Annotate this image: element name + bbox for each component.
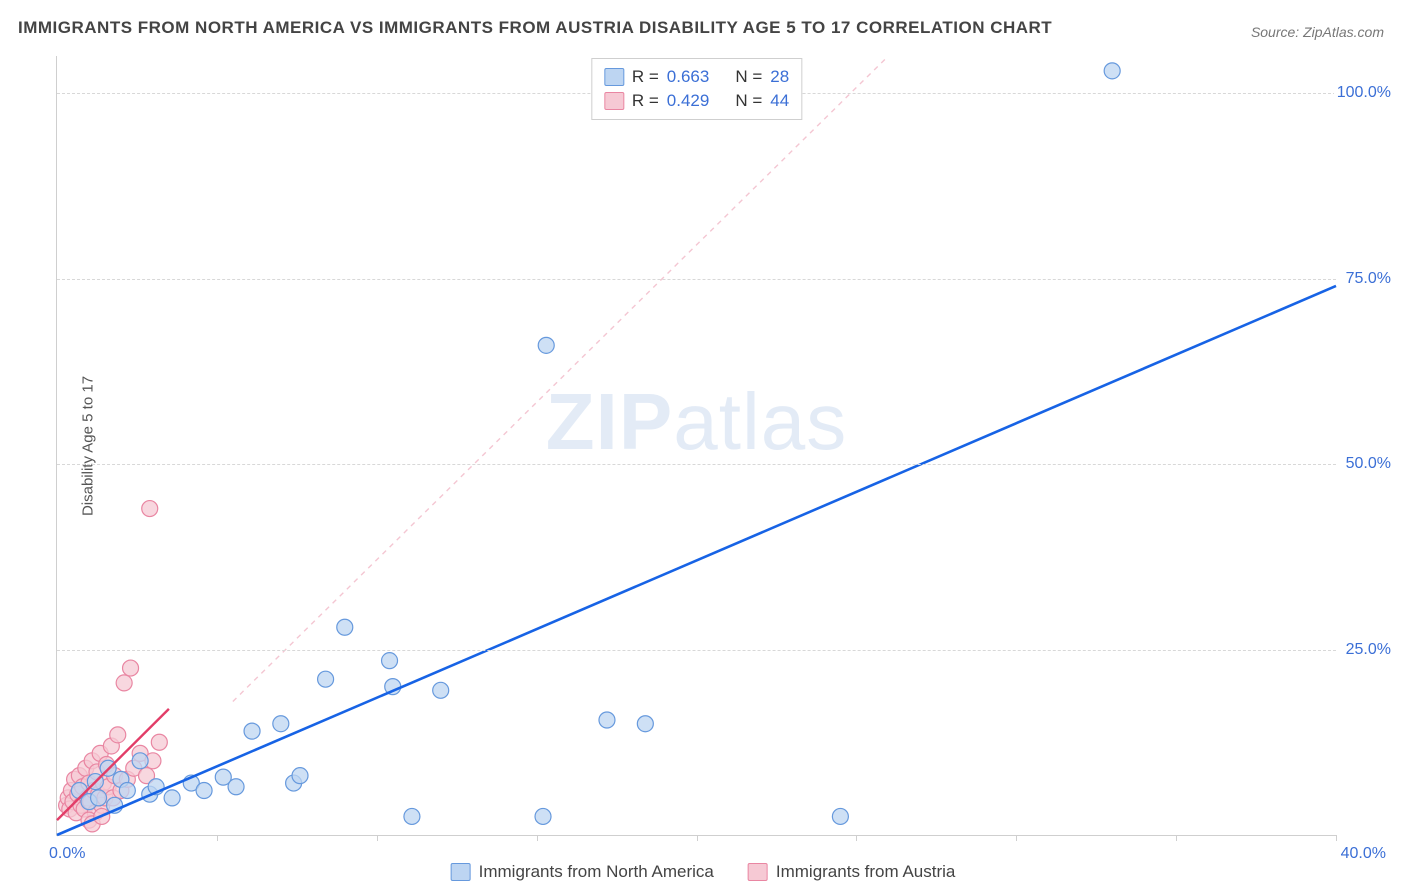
data-point-na (599, 712, 615, 728)
gridline (57, 464, 1336, 465)
swatch-au (604, 92, 624, 110)
x-origin-label: 0.0% (49, 845, 85, 863)
x-tick (1176, 835, 1177, 841)
plot-svg (57, 56, 1336, 835)
trend-line (233, 56, 888, 701)
source-credit: Source: ZipAtlas.com (1251, 24, 1384, 40)
swatch-na-bottom (451, 863, 471, 881)
series-label-na: Immigrants from North America (479, 862, 714, 882)
legend-row-na: R = 0.663 N = 28 (604, 65, 789, 89)
x-tick (1336, 835, 1337, 841)
data-point-au (142, 501, 158, 517)
x-tick (217, 835, 218, 841)
x-max-label: 40.0% (1341, 845, 1386, 863)
data-point-na (292, 768, 308, 784)
data-point-au (151, 734, 167, 750)
correlation-legend: R = 0.663 N = 28 R = 0.429 N = 44 (591, 58, 802, 120)
gridline (57, 279, 1336, 280)
data-point-na (244, 723, 260, 739)
data-point-na (318, 671, 334, 687)
data-point-na (164, 790, 180, 806)
r-value-au: 0.429 (667, 91, 710, 111)
data-point-na (337, 619, 353, 635)
y-tick-label: 50.0% (1343, 455, 1394, 473)
gridline (57, 650, 1336, 651)
data-point-na (119, 782, 135, 798)
r-label: R = (632, 67, 659, 87)
data-point-au (110, 727, 126, 743)
swatch-au-bottom (748, 863, 768, 881)
data-point-na (433, 682, 449, 698)
data-point-na (1104, 63, 1120, 79)
x-tick (377, 835, 378, 841)
swatch-na (604, 68, 624, 86)
data-point-na (228, 779, 244, 795)
data-point-na (535, 808, 551, 824)
x-tick (1016, 835, 1017, 841)
data-point-na (538, 337, 554, 353)
data-point-na (196, 782, 212, 798)
data-point-na (273, 716, 289, 732)
data-point-na (404, 808, 420, 824)
trend-line (57, 286, 1336, 835)
y-tick-label: 75.0% (1343, 270, 1394, 288)
legend-item-au: Immigrants from Austria (748, 862, 956, 882)
legend-row-au: R = 0.429 N = 44 (604, 89, 789, 113)
plot-area: ZIPatlas R = 0.663 N = 28 R = 0.429 N = … (56, 56, 1336, 836)
n-value-na: 28 (770, 67, 789, 87)
x-tick (697, 835, 698, 841)
series-label-au: Immigrants from Austria (776, 862, 956, 882)
chart-title: IMMIGRANTS FROM NORTH AMERICA VS IMMIGRA… (18, 18, 1052, 38)
n-label: N = (735, 67, 762, 87)
data-point-na (382, 653, 398, 669)
data-point-na (832, 808, 848, 824)
n-value-au: 44 (770, 91, 789, 111)
data-point-na (132, 753, 148, 769)
series-legend: Immigrants from North America Immigrants… (451, 862, 956, 882)
n-label: N = (735, 91, 762, 111)
data-point-na (91, 790, 107, 806)
y-tick-label: 100.0% (1334, 84, 1394, 102)
data-point-au (123, 660, 139, 676)
data-point-na (637, 716, 653, 732)
y-tick-label: 25.0% (1343, 641, 1394, 659)
data-point-au (116, 675, 132, 691)
r-label: R = (632, 91, 659, 111)
x-tick (537, 835, 538, 841)
r-value-na: 0.663 (667, 67, 710, 87)
x-tick (856, 835, 857, 841)
legend-item-na: Immigrants from North America (451, 862, 714, 882)
